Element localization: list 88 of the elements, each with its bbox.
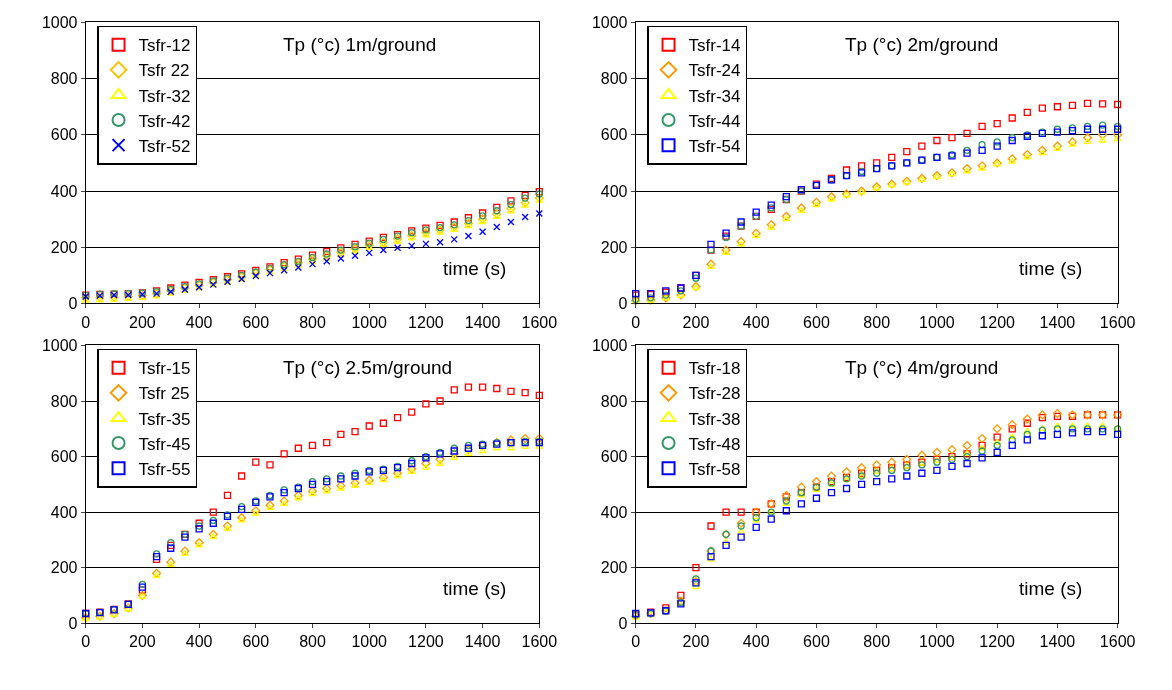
- x-tick-label: 200: [682, 313, 710, 331]
- y-tick-label: 600: [600, 448, 628, 466]
- x-tick-label: 200: [129, 313, 156, 331]
- legend-label: Tsfr 22: [138, 61, 190, 81]
- y-tick-label: 1000: [591, 14, 628, 32]
- legend-label: Tsfr-55: [138, 459, 191, 479]
- x-axis-title: time (s): [1019, 258, 1083, 279]
- legend-label: Tsfr-14: [688, 36, 741, 56]
- x-tick-label: 400: [742, 633, 770, 651]
- legend-label: Tsfr-42: [138, 111, 191, 131]
- y-tick-label: 200: [600, 238, 628, 256]
- y-tick-label: 200: [50, 559, 78, 577]
- x-tick-label: 400: [742, 313, 770, 331]
- x-tick-label: 600: [242, 633, 270, 651]
- y-tick-label: 800: [50, 70, 78, 88]
- x-tick-label: 0: [81, 313, 91, 331]
- y-tick-label: 200: [50, 238, 78, 256]
- legend-label: Tsfr-34: [688, 86, 741, 106]
- y-tick-label: 400: [600, 503, 628, 521]
- x-tick-label: 600: [242, 313, 270, 331]
- y-tick-label: 400: [50, 182, 78, 200]
- legend-label: Tsfr-12: [138, 36, 191, 56]
- x-tick-label: 1200: [979, 633, 1016, 651]
- x-tick-label: 400: [185, 313, 213, 331]
- x-tick-label: 0: [631, 633, 641, 651]
- x-tick-label: 200: [129, 633, 156, 651]
- text: Tp (°c) 4m/ground: [845, 357, 999, 378]
- x-tick-label: 800: [863, 313, 891, 331]
- x-tick-label: 0: [631, 313, 641, 331]
- y-tick-label: 0: [618, 295, 628, 313]
- legend-label: Tsfr-24: [688, 61, 741, 81]
- x-tick-label: 1000: [351, 633, 388, 651]
- y-tick-label: 400: [50, 503, 78, 521]
- x-tick-label: 1200: [408, 633, 444, 651]
- x-tick-label: 1400: [1039, 313, 1076, 331]
- x-tick-label: 1400: [464, 313, 501, 331]
- x-tick-label: 200: [682, 633, 710, 651]
- y-tick-label: 400: [600, 182, 628, 200]
- x-axis-title: time (s): [443, 578, 507, 599]
- y-tick-label: 0: [68, 295, 78, 313]
- y-tick-label: 200: [600, 559, 628, 577]
- legend-label: Tsfr-44: [688, 111, 741, 131]
- y-tick-label: 0: [68, 614, 78, 632]
- legend-label: Tsfr-52: [138, 136, 191, 156]
- y-tick-label: 0: [618, 614, 628, 632]
- y-tick-label: 800: [50, 392, 78, 410]
- text: Tp (°c) 2m/ground: [845, 34, 999, 55]
- x-tick-label: 1600: [521, 633, 558, 651]
- x-tick-label: 1400: [1039, 633, 1076, 651]
- x-axis-title: time (s): [443, 258, 507, 279]
- legend-label: Tsfr-18: [688, 359, 741, 379]
- x-tick-label: 1000: [919, 633, 955, 651]
- x-tick-label: 1600: [1099, 633, 1136, 651]
- x-tick-label: 400: [185, 633, 213, 651]
- y-tick-label: 1000: [41, 337, 78, 355]
- x-tick-label: 1400: [464, 633, 501, 651]
- legend-label: Tsfr-45: [138, 434, 191, 454]
- y-tick-label: 600: [600, 126, 628, 144]
- y-tick-label: 800: [600, 392, 628, 410]
- x-tick-label: 1200: [408, 313, 444, 331]
- y-tick-label: 1000: [41, 14, 78, 32]
- x-tick-label: 1600: [1099, 313, 1136, 331]
- x-tick-label: 800: [299, 633, 326, 651]
- x-tick-label: 1600: [521, 313, 558, 331]
- x-tick-label: 800: [299, 313, 326, 331]
- x-tick-label: 1200: [979, 313, 1016, 331]
- y-tick-label: 600: [50, 448, 78, 466]
- legend-label: Tsfr 25: [138, 384, 190, 404]
- y-tick-label: 600: [50, 126, 78, 144]
- x-tick-label: 600: [803, 313, 830, 331]
- legend-label: Tsfr-58: [688, 459, 741, 479]
- text: Tp (°c) 2.5m/ground: [283, 357, 453, 378]
- legend-label: Tsfr-28: [688, 384, 741, 404]
- legend-label: Tsfr-15: [138, 359, 191, 379]
- legend-label: Tsfr-54: [688, 136, 741, 156]
- y-tick-label: 1000: [591, 337, 628, 355]
- legend-label: Tsfr-38: [688, 409, 741, 429]
- text: Tp (°c) 1m/ground: [283, 34, 437, 55]
- x-axis-title: time (s): [1019, 578, 1083, 599]
- legend-label: Tsfr-48: [688, 434, 741, 454]
- y-tick-label: 800: [600, 70, 628, 88]
- x-tick-label: 600: [803, 633, 830, 651]
- x-tick-label: 1000: [351, 313, 388, 331]
- x-tick-label: 800: [863, 633, 891, 651]
- x-tick-label: 1000: [919, 313, 955, 331]
- legend-label: Tsfr-32: [138, 86, 191, 106]
- x-tick-label: 0: [81, 633, 91, 651]
- legend-label: Tsfr-35: [138, 409, 191, 429]
